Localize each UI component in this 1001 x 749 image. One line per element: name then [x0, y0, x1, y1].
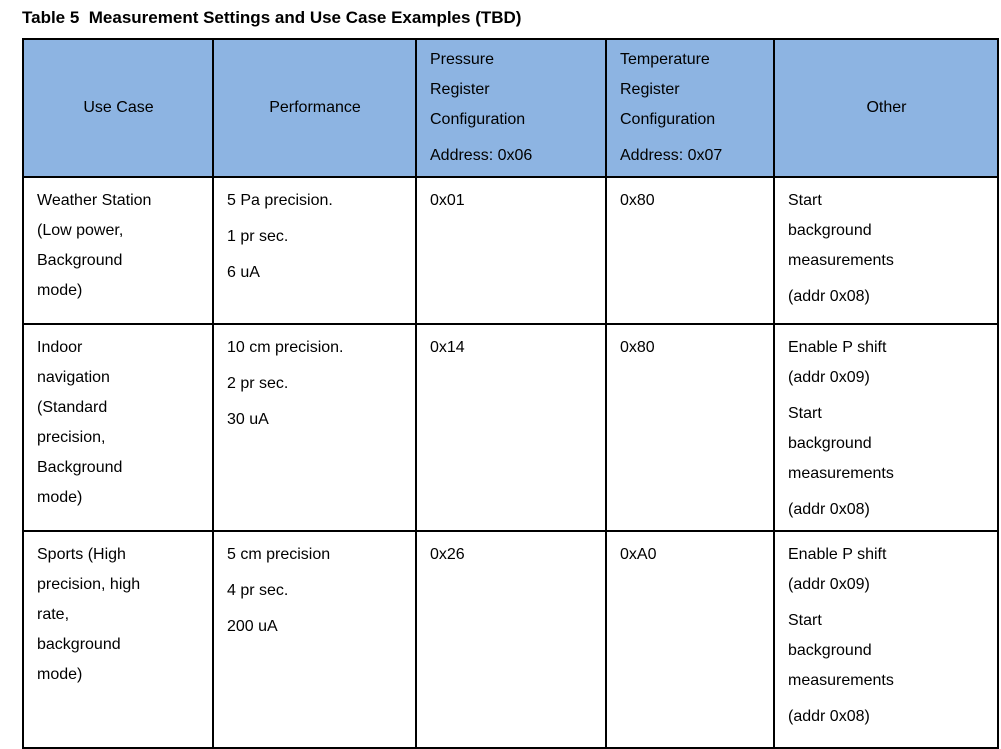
- header-temperature-register: Temperature Register Configuration Addres…: [605, 38, 775, 178]
- table-header-row: Use Case Performance Pressure Register C…: [22, 38, 999, 178]
- cell-temperature-config: 0x80: [605, 323, 775, 532]
- table-row-indoor-navigation: Indoor navigation (Standard precision, B…: [22, 323, 999, 532]
- cell-use-case: Sports (High precision, high rate, backg…: [22, 530, 214, 749]
- header-other: Other: [773, 38, 999, 178]
- cell-use-case: Weather Station (Low power, Background m…: [22, 176, 214, 325]
- cell-performance: 5 cm precision 4 pr sec. 200 uA: [212, 530, 417, 749]
- measurement-settings-table: Use Case Performance Pressure Register C…: [22, 38, 999, 749]
- cell-other: Start background measurements (addr 0x08…: [773, 176, 999, 325]
- cell-temperature-config: 0xA0: [605, 530, 775, 749]
- header-use-case: Use Case: [22, 38, 214, 178]
- cell-pressure-config: 0x14: [415, 323, 607, 532]
- cell-pressure-config: 0x01: [415, 176, 607, 325]
- cell-use-case: Indoor navigation (Standard precision, B…: [22, 323, 214, 532]
- table-row-weather-station: Weather Station (Low power, Background m…: [22, 176, 999, 325]
- cell-performance: 10 cm precision. 2 pr sec. 30 uA: [212, 323, 417, 532]
- cell-other: Enable P shift (addr 0x09) Start backgrou…: [773, 530, 999, 749]
- table-row-sports: Sports (High precision, high rate, backg…: [22, 530, 999, 749]
- header-performance: Performance: [212, 38, 417, 178]
- cell-pressure-config: 0x26: [415, 530, 607, 749]
- header-pressure-register: Pressure Register Configuration Address: …: [415, 38, 607, 178]
- cell-other: Enable P shift (addr 0x09) Start backgrou…: [773, 323, 999, 532]
- table-caption: Table 5 Measurement Settings and Use Cas…: [22, 8, 522, 27]
- cell-performance: 5 Pa precision. 1 pr sec. 6 uA: [212, 176, 417, 325]
- cell-temperature-config: 0x80: [605, 176, 775, 325]
